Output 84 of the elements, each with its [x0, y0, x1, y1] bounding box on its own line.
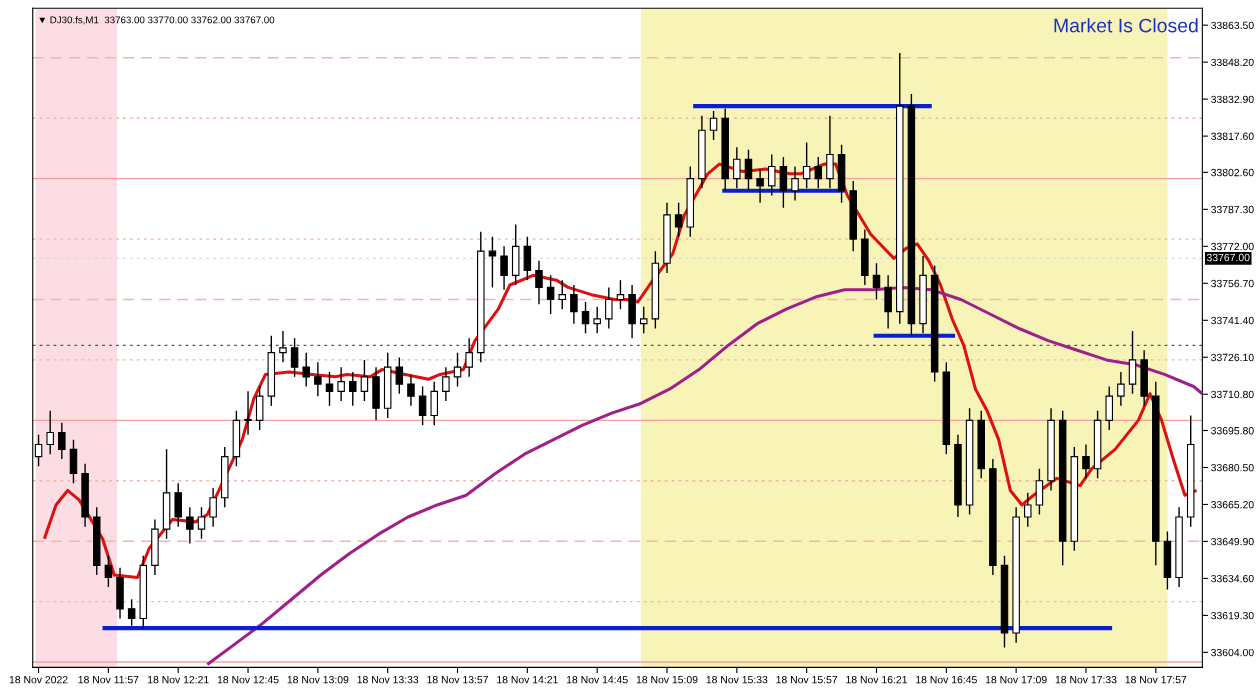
y-tick-label: 33787.30: [1211, 205, 1254, 214]
candlestick: [488, 235, 497, 289]
y-tick-label: 33710.80: [1211, 390, 1254, 399]
candlestick: [465, 337, 473, 378]
candlestick: [325, 371, 334, 407]
candlestick: [500, 245, 508, 291]
candlestick: [349, 371, 357, 407]
candlestick: [302, 351, 310, 388]
x-tick-label: 18 Nov 17:09: [985, 675, 1047, 684]
candlestick: [581, 301, 590, 335]
candlestick: [1082, 443, 1090, 480]
y-tick-label: 33817.60: [1211, 132, 1254, 140]
y-tick-label: 33619.30: [1211, 611, 1254, 620]
candlestick: [744, 148, 753, 192]
y-tick-label: 33665.20: [1211, 500, 1254, 509]
candlestick: [58, 422, 66, 460]
candlestick: [395, 356, 404, 395]
candlestick: [570, 284, 578, 325]
x-tick-label: 18 Nov 15:09: [636, 675, 698, 684]
y-tick-label: 33726.10: [1211, 353, 1254, 362]
x-tick-label: 18 Nov 13:57: [427, 675, 488, 684]
candlestick: [1117, 371, 1125, 407]
y-tick-label: 33863.50: [1211, 21, 1254, 30]
candlestick: [244, 390, 252, 436]
annotation: Market Is Closed: [1054, 18, 1198, 33]
x-tick-label: 18 Nov 12:21: [148, 675, 209, 684]
x-tick-label: 18 Nov 12:45: [217, 675, 279, 684]
candlestick: [46, 409, 54, 455]
x-tick-label: 18 Nov 14:45: [566, 675, 628, 684]
candlestick: [733, 146, 741, 190]
y-tick-label: 33741.40: [1211, 316, 1254, 325]
x-tick-label: 18 Nov 11:57: [78, 675, 139, 684]
candlestick: [186, 506, 194, 545]
candlestick: [209, 487, 217, 528]
candlestick: [639, 306, 648, 335]
ref-line-label: 33767.00: [1206, 253, 1250, 262]
y-tick-label: 33802.60: [1211, 168, 1254, 177]
y-tick-label: 33832.90: [1211, 95, 1254, 104]
candlestick: [535, 260, 543, 306]
candlestick: [558, 279, 567, 310]
y-tick-label: 33756.70: [1211, 279, 1254, 288]
candlestick: [593, 306, 601, 335]
x-tick-label: 18 Nov 17:57: [1125, 675, 1187, 684]
y-tick-label: 33772.00: [1211, 242, 1254, 251]
y-tick-label: 33634.60: [1211, 574, 1254, 583]
x-tick-label: 18 Nov 16:45: [916, 675, 977, 684]
candlestick: [360, 359, 369, 402]
candlestick: [442, 366, 450, 402]
candlestick: [814, 156, 823, 190]
x-tick-label: 18 Nov 16:21: [846, 675, 907, 684]
y-tick-label: 33604.00: [1211, 648, 1254, 657]
candlestick: [756, 168, 764, 204]
x-tick-label: 18 Nov 13:33: [357, 675, 419, 684]
x-tick-label: 18 Nov 13:09: [287, 675, 349, 684]
candlestick: [337, 366, 345, 402]
y-tick-label: 33848.20: [1211, 58, 1254, 67]
candlestick: [314, 361, 322, 397]
x-tick-label: 18 Nov 14:21: [497, 675, 558, 684]
candlestick: [290, 337, 299, 378]
x-tick-label: 18 Nov 15:57: [776, 675, 838, 684]
candlestick: [767, 153, 776, 197]
text: ▼ DJ30.fs,M1 33763.00 33770.00 33762.00 33767.00: [39, 16, 275, 25]
candlestick: [407, 373, 415, 407]
candlestick: [418, 385, 427, 426]
candlestick: [709, 110, 718, 141]
candlestick: [197, 506, 206, 540]
candlestick: [802, 141, 811, 190]
candlestick: [127, 598, 136, 627]
candlestick: [791, 165, 799, 202]
y-tick-label: 33695.80: [1211, 427, 1254, 435]
candlestick: [616, 279, 625, 310]
x-tick-label: 18 Nov 15:33: [706, 675, 768, 684]
candlestick: [104, 555, 113, 588]
x-tick-label: 18 Nov 2022: [9, 675, 68, 684]
candlestick: [605, 286, 613, 330]
y-tick-label: 33680.50: [1211, 463, 1254, 472]
candlestick: [546, 274, 555, 315]
candlestick: [279, 330, 287, 364]
candlestick: [34, 434, 43, 467]
y-tick-label: 33649.90: [1211, 537, 1254, 546]
candlestick: [674, 202, 683, 238]
x-tick-label: 18 Nov 17:33: [1055, 675, 1117, 684]
candlestick: [872, 262, 881, 301]
candlestick: [1024, 492, 1032, 528]
